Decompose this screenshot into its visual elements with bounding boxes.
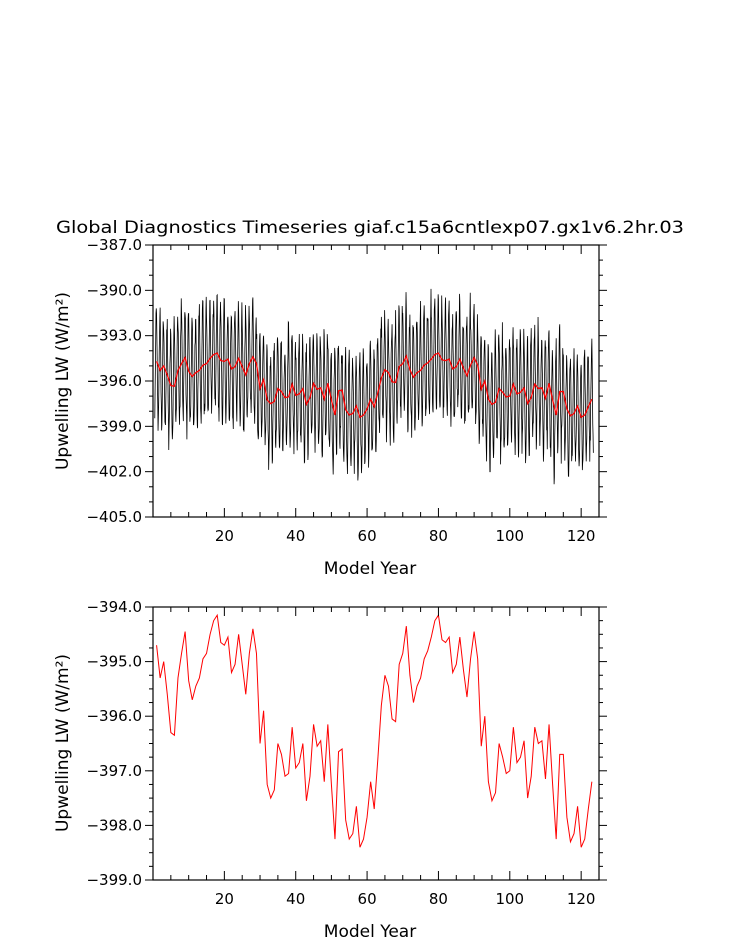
y-tick-label: −396.0 bbox=[86, 707, 142, 725]
x-tick-label: 60 bbox=[358, 890, 377, 908]
x-tick-label: 120 bbox=[567, 527, 596, 545]
x-tick-label: 100 bbox=[495, 527, 524, 545]
y-tick-label: −394.0 bbox=[86, 598, 142, 616]
ticks-1: 20 40 60 80 100 120 −405.0 −402.0 −399.0 −396.0 −3… bbox=[86, 236, 607, 545]
annual-mean-line bbox=[155, 352, 593, 419]
x-tick-label: 20 bbox=[215, 527, 234, 545]
y-tick-label: −390.0 bbox=[86, 281, 142, 299]
annual-mean-series-detail bbox=[156, 613, 593, 848]
panel-2: 20 40 60 80 100 120 −399.0 −398.0 −397.0 −396.0 −3… bbox=[53, 598, 607, 942]
plot-frame-2 bbox=[152, 606, 600, 881]
y-tick-label: −399.0 bbox=[86, 417, 142, 435]
monthly-line bbox=[154, 288, 594, 485]
x-axis-label-2: Model Year bbox=[324, 922, 416, 942]
y-tick-label: −398.0 bbox=[86, 816, 142, 834]
x-axis-label-1: Model Year bbox=[324, 559, 416, 579]
y-tick-label: −387.0 bbox=[86, 236, 142, 254]
x-tick-label: 40 bbox=[286, 527, 305, 545]
x-tick-label: 80 bbox=[429, 890, 448, 908]
y-tick-label: −395.0 bbox=[86, 653, 142, 671]
ticks-2: 20 40 60 80 100 120 −399.0 −398.0 −397.0 −396.0 −3… bbox=[86, 598, 607, 908]
y-tick-label: −396.0 bbox=[86, 372, 142, 390]
y-tick-label: −402.0 bbox=[86, 463, 142, 481]
y-tick-label: −393.0 bbox=[86, 327, 142, 345]
annual-mean-line-detail bbox=[156, 613, 593, 848]
x-tick-label: 20 bbox=[215, 890, 234, 908]
y-tick-label: −405.0 bbox=[86, 508, 142, 526]
monthly-series bbox=[154, 288, 594, 485]
y-tick-label: −397.0 bbox=[86, 762, 142, 780]
y-axis-label-2: Upwelling LW (W/m²) bbox=[53, 654, 73, 832]
x-tick-label: 60 bbox=[358, 527, 377, 545]
y-axis-label-1: Upwelling LW (W/m²) bbox=[53, 292, 73, 470]
x-tick-label: 40 bbox=[286, 890, 305, 908]
x-tick-label: 100 bbox=[495, 890, 524, 908]
annual-mean-series bbox=[155, 352, 593, 419]
y-tick-label: −399.0 bbox=[86, 871, 142, 889]
x-tick-label: 80 bbox=[429, 527, 448, 545]
chart-title: Global Diagnostics Timeseries giaf.c15a6… bbox=[56, 218, 684, 238]
x-tick-label: 120 bbox=[567, 890, 596, 908]
panel-1: 20 40 60 80 100 120 −405.0 −402.0 −399.0 −396.0 −3… bbox=[53, 236, 607, 579]
